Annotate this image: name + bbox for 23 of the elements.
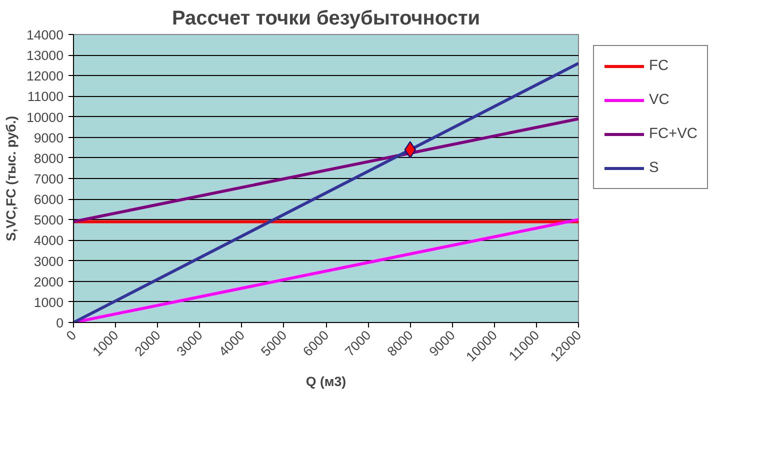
y-tick-label: 1000	[34, 294, 64, 310]
y-tick-label: 6000	[34, 192, 64, 208]
legend-label: VC	[649, 92, 670, 108]
y-tick-label: 8000	[34, 150, 64, 166]
y-tick-label: 5000	[34, 212, 64, 228]
y-tick-label: 11000	[27, 89, 64, 104]
x-axis-title: Q (м3)	[306, 374, 346, 389]
y-axis-title: S,VC,FC (тыс. руб.)	[3, 116, 18, 242]
y-tick-label: 3000	[34, 254, 64, 269]
y-tick-label: 10000	[26, 110, 64, 125]
x-tick-label: 0	[63, 328, 80, 344]
y-tick-label: 0	[56, 316, 64, 330]
legend-label: FC	[649, 58, 669, 74]
y-tick-label: 14000	[26, 28, 64, 42]
y-tick-label: 4000	[34, 233, 64, 248]
y-tick-label: 7000	[34, 172, 64, 186]
y-tick-label: 2000	[34, 274, 64, 290]
chart-title: Рассчет точки безубыточности	[172, 8, 480, 30]
y-tick-label: 12000	[26, 68, 64, 84]
y-tick-label: 9000	[34, 130, 64, 146]
legend-label: FC+VC	[649, 126, 698, 142]
legend-label: S	[649, 160, 660, 176]
y-tick-label: 13000	[26, 48, 64, 64]
